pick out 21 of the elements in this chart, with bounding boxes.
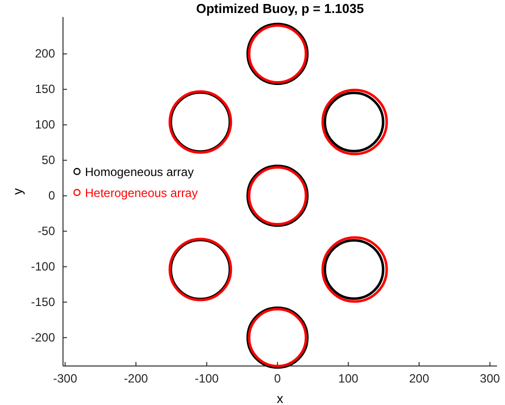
y-tick-label: -150 [30, 295, 56, 309]
x-tick-label: -200 [124, 372, 148, 386]
legend-label: Heterogeneous array [85, 186, 198, 200]
legend-label: Homogeneous array [85, 165, 194, 179]
x-tick-label: 200 [409, 372, 430, 386]
y-tick-label: 100 [34, 118, 56, 132]
x-tick-label: 100 [338, 372, 359, 386]
y-tick-label: 0 [48, 188, 56, 203]
chart-title: Optimized Buoy, p = 1.1035 [196, 1, 364, 16]
x-tick-label: -300 [53, 372, 78, 386]
x-tick-label: 300 [480, 372, 500, 386]
y-tick-label: 200 [34, 46, 56, 61]
x-axis-title: x [276, 391, 284, 405]
y-tick-label: -200 [30, 330, 56, 344]
y-axis-title: y [10, 188, 25, 195]
y-tick-label: -50 [38, 224, 56, 238]
y-tick-label: -100 [30, 260, 56, 274]
y-tick-label: 150 [34, 82, 56, 96]
y-tick-label: 50 [42, 153, 56, 168]
x-tick-label: 0 [274, 372, 282, 386]
x-tick-label: -100 [194, 372, 220, 386]
